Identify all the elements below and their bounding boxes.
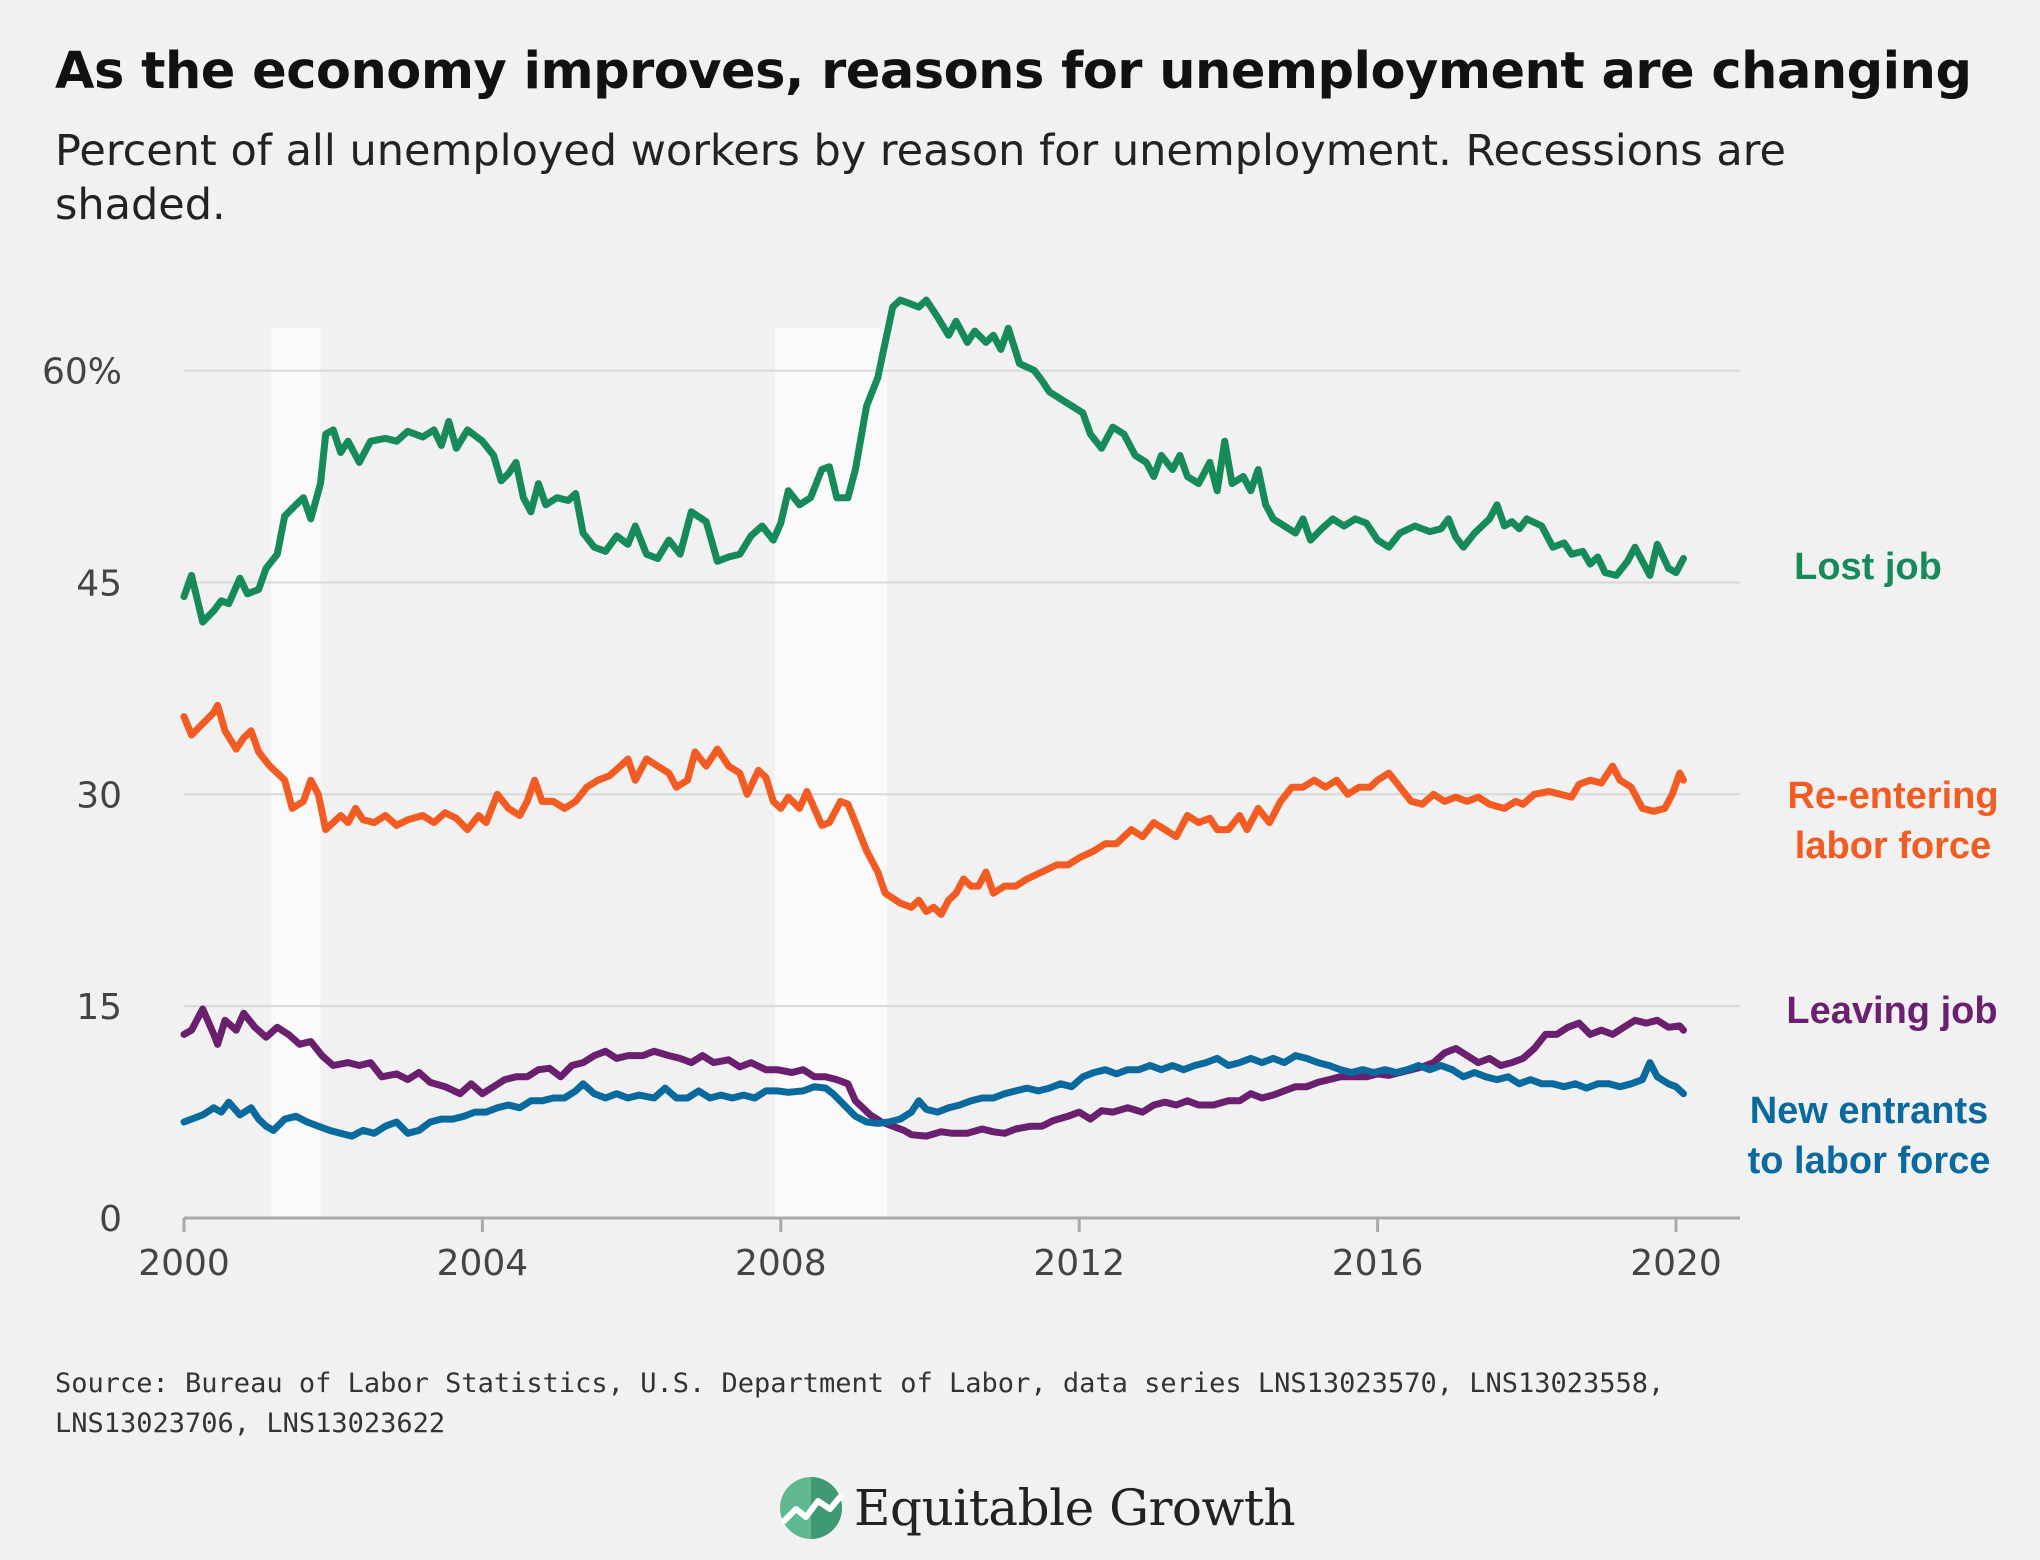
series-label-new-entrants-to-labor-force: New entrants to labor force — [1748, 1090, 1991, 1182]
series-label-line: Re-entering — [1787, 775, 1998, 817]
x-tick-label: 2008 — [735, 1243, 827, 1284]
series-line-new-entrants-to-labor-force — [180, 1052, 1687, 1140]
x-tick-label: 2020 — [1630, 1243, 1722, 1284]
x-tick-label: 2004 — [437, 1243, 529, 1284]
chart-title: As the economy improves, reasons for une… — [55, 42, 1972, 101]
series-label-leaving-job: Leaving job — [1786, 990, 1997, 1032]
series-line-leaving-job — [180, 1005, 1687, 1140]
logo-text: Equitable Growth — [854, 1479, 1296, 1537]
series-label-re-entering-labor-force: Re-entering labor force — [1787, 775, 1998, 867]
x-tick-label: 2012 — [1033, 1243, 1125, 1284]
series-line-lost-job — [180, 296, 1687, 626]
equitable-growth-logo-icon — [780, 1477, 843, 1539]
series-line-re-entering-labor-force — [180, 701, 1687, 918]
y-tick-label: 60% — [42, 352, 122, 393]
source-note: Source: Bureau of Labor Statistics, U.S.… — [55, 1368, 1665, 1439]
series-label-line: labor force — [1795, 825, 1991, 867]
y-tick-label: 15 — [76, 987, 122, 1028]
series-label-line: New entrants — [1750, 1090, 1989, 1132]
series-label-line: Lost job — [1794, 546, 1942, 588]
equitable-growth-logo: Equitable Growth — [778, 1472, 1296, 1544]
x-tick-label: 2016 — [1332, 1243, 1424, 1284]
series-labels-group: Lost job Re-entering labor force Leaving jo… — [1748, 546, 1999, 1182]
axes-group: 2000 2004 2008 2012 2016 2020 — [138, 1216, 1740, 1284]
x-tick-label: 2000 — [138, 1243, 230, 1284]
y-tick-label: 30 — [76, 775, 122, 816]
chart-subtitle: Percent of all unemployed workers by rea… — [55, 126, 1786, 230]
series-label-line: to labor force — [1748, 1140, 1991, 1182]
recession-band-2 — [774, 328, 887, 1218]
gridlines-group: 0 15 30 45 60% — [42, 352, 1740, 1240]
y-tick-label: 0 — [99, 1199, 122, 1240]
y-tick-label: 45 — [76, 563, 122, 604]
series-group — [180, 296, 1687, 1140]
series-label-lost-job: Lost job — [1794, 546, 1942, 588]
series-label-line: Leaving job — [1786, 990, 1997, 1032]
